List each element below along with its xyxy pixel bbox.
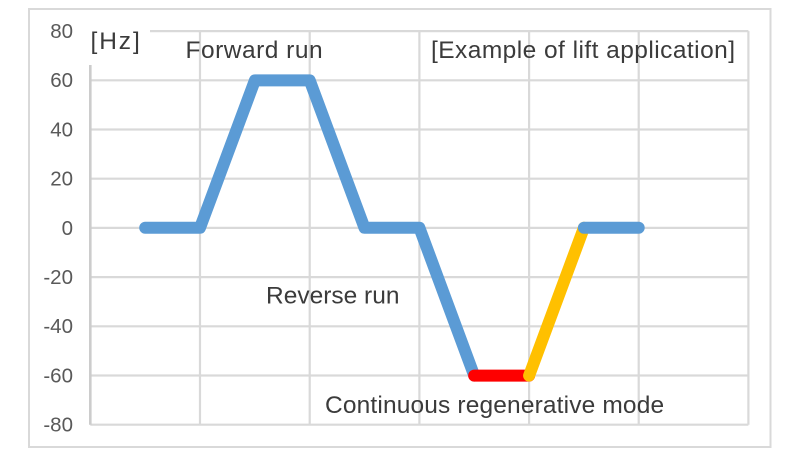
svg-text:[Hz]: [Hz] xyxy=(91,28,142,55)
svg-text:80: 80 xyxy=(50,20,73,43)
svg-text:20: 20 xyxy=(50,168,73,191)
svg-text:40: 40 xyxy=(50,118,73,141)
svg-text:Forward run: Forward run xyxy=(186,37,324,64)
svg-text:Reverse run: Reverse run xyxy=(266,283,399,310)
svg-text:-20: -20 xyxy=(43,266,73,289)
svg-text:-80: -80 xyxy=(43,414,73,437)
svg-text:-40: -40 xyxy=(43,315,73,338)
svg-text:-60: -60 xyxy=(43,364,73,387)
svg-text:0: 0 xyxy=(62,217,73,240)
svg-text:Continuous regenerative mode: Continuous regenerative mode xyxy=(325,392,664,419)
svg-text:60: 60 xyxy=(50,69,73,92)
svg-text:[Example of lift application]: [Example of lift application] xyxy=(431,37,735,64)
